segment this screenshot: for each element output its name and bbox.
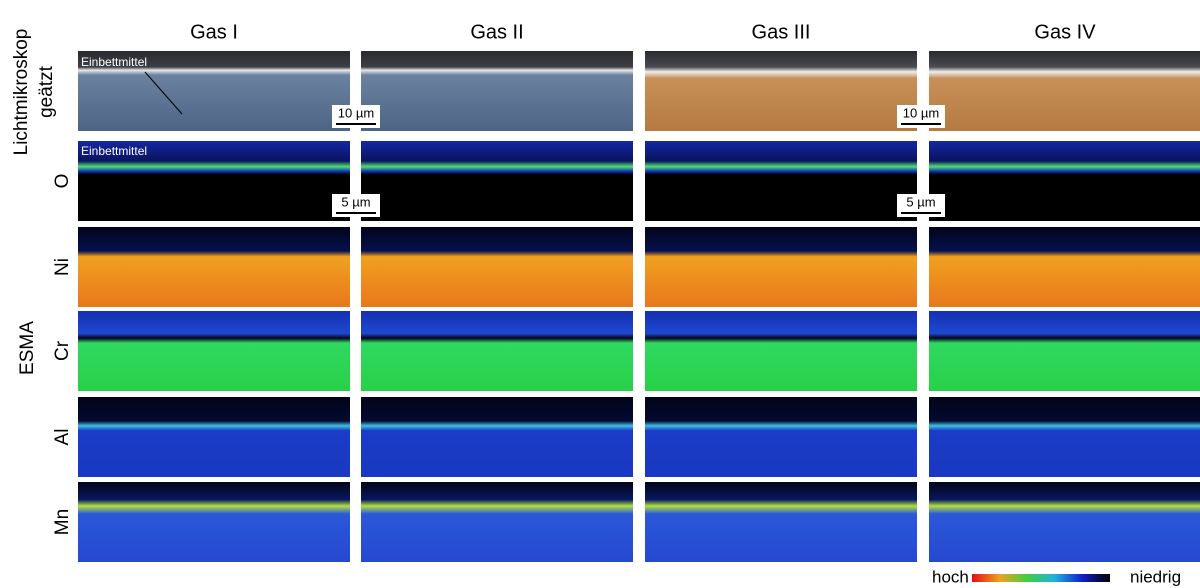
image-panel [361,397,633,477]
column-title: Gas I [190,21,238,43]
scale-bar-label: 10 µm [903,105,939,120]
image-panel [361,311,633,391]
column-title: Gas II [470,21,523,43]
column-title: Gas IV [1034,21,1096,43]
image-panel [361,482,633,562]
image-panel [361,141,633,221]
row-label: geätzt [36,65,57,117]
scale-bar-box [332,105,380,128]
image-panel [78,141,350,221]
annotation: Einbettmittel [81,144,147,158]
image-panel [645,311,917,391]
row-label: Mn [52,509,73,535]
image-panel [929,311,1200,391]
row-label: Al [52,429,73,446]
image-panel [645,141,917,221]
image-panel [78,311,350,391]
image-panel [361,227,633,307]
scale-bar-box [897,105,945,128]
image-panel [78,397,350,477]
image-panel [78,227,350,307]
annotation: Einbettmittel [81,55,147,69]
image-panel [645,227,917,307]
image-panel [929,51,1200,131]
row-label: O [52,174,73,189]
legend-high: hoch [932,567,969,586]
row-label: ESMA [17,321,38,375]
column-title: Gas III [752,21,811,43]
legend-scale [972,574,1110,582]
image-panel [929,482,1200,562]
scale-bar-label: 10 µm [338,105,374,120]
image-panel [645,51,917,131]
scale-bar-box [897,194,945,217]
row-label: Lichtmikroskop [11,29,32,156]
image-panel [929,141,1200,221]
scale-bar-label: 5 µm [906,194,935,209]
image-panel [645,482,917,562]
pointer-line [144,71,183,115]
row-label: Ni [52,258,73,276]
image-panel [78,51,350,131]
image-panel [645,397,917,477]
scale-bar-box [332,194,380,217]
image-panel [361,51,633,131]
legend-low: niedrig [1130,567,1181,586]
image-panel [929,227,1200,307]
content: Gas I Gas II Gas III Gas IV Lichtmikroskop ge… [11,21,1200,586]
image-panel [929,397,1200,477]
row-label: Cr [52,340,73,361]
image-panel [78,482,350,562]
scale-bar-label: 5 µm [341,194,370,209]
